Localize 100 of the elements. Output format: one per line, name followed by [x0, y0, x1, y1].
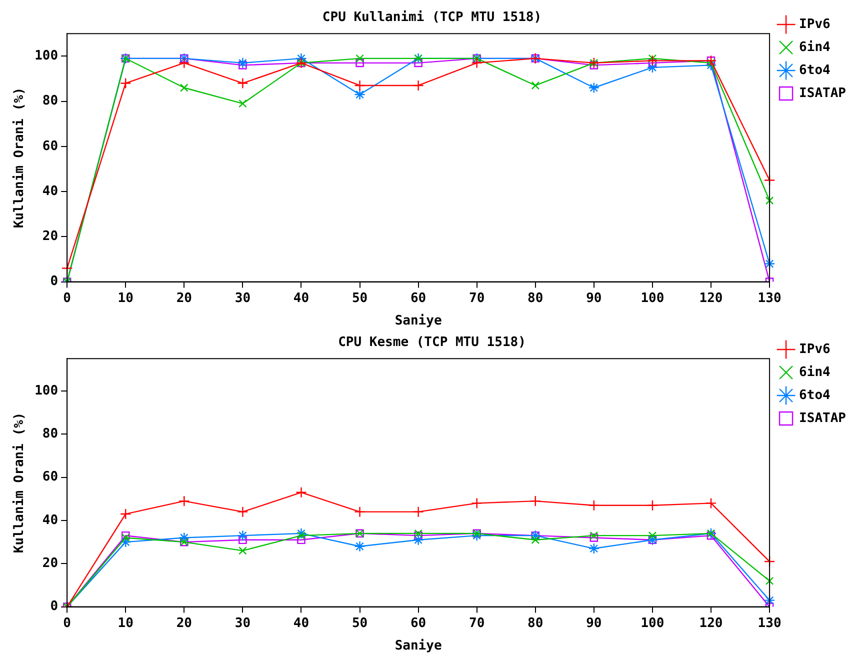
point: [178, 495, 190, 507]
point: [356, 54, 364, 63]
point: [237, 57, 248, 69]
point: [648, 531, 657, 540]
x-tick-label: 120: [699, 616, 723, 631]
x-axis-title: Saniye: [394, 314, 442, 329]
point: [356, 58, 364, 68]
x-tick-label: 10: [118, 616, 134, 631]
legend-label: IPv6: [799, 16, 831, 32]
point: [530, 495, 541, 507]
x-tick-label: 90: [586, 290, 602, 306]
x-tick-label: 30: [234, 290, 251, 306]
x-tick-label: 100: [640, 290, 664, 306]
y-tick-label: 40: [42, 184, 58, 199]
point: [238, 99, 247, 108]
y-tick-label: 80: [42, 94, 58, 109]
point: [588, 542, 600, 554]
x-tick-label: 130: [758, 616, 782, 631]
point: [237, 506, 248, 518]
point: [121, 531, 130, 540]
y-tick-label: 20: [42, 229, 58, 244]
y-tick-label: 60: [42, 470, 58, 485]
point: [237, 78, 248, 89]
x-tick-label: 80: [528, 290, 544, 306]
legend-label: IPv6: [799, 342, 831, 357]
legend-label: 6in4: [799, 364, 831, 380]
point: [646, 55, 658, 66]
y-tick-label: 20: [42, 556, 58, 572]
point: [354, 506, 366, 518]
point: [705, 498, 717, 509]
point: [590, 531, 598, 540]
point: [706, 58, 716, 68]
point: [648, 54, 657, 63]
chart-title: CPU Kullanimi (TCP MTU 1518): [322, 10, 542, 26]
x-tick-label: 70: [469, 616, 485, 631]
point: [646, 500, 658, 511]
x-tick-label: 10: [118, 290, 134, 306]
point: [354, 88, 366, 100]
x-tick-label: 50: [352, 616, 368, 631]
x-tick-label: 60: [410, 616, 426, 631]
point: [238, 546, 247, 555]
point: [412, 534, 424, 546]
point: [765, 196, 774, 205]
point: [121, 534, 130, 542]
point: [765, 576, 774, 586]
point: [120, 508, 132, 520]
point: [237, 530, 248, 542]
point: [764, 258, 776, 270]
x-tick-label: 0: [63, 616, 72, 631]
point: [764, 594, 776, 606]
y-tick-label: 100: [34, 48, 58, 64]
x-tick-label: 130: [758, 290, 782, 306]
point: [531, 536, 540, 544]
x-tick-label: 20: [176, 616, 192, 631]
y-axis-title: Kullanim Orani (%): [12, 412, 28, 554]
x-tick-label: 120: [699, 290, 723, 306]
x-axis-title: Saniye: [394, 638, 442, 654]
point: [414, 58, 422, 68]
x-tick-label: 60: [410, 290, 426, 306]
point: [646, 62, 658, 74]
y-tick-label: 0: [50, 274, 58, 290]
point: [705, 60, 717, 71]
legend-label: ISATAP: [799, 410, 846, 426]
point: [238, 61, 247, 70]
point: [178, 57, 190, 69]
x-tick-label: 90: [586, 616, 602, 631]
x-tick-label: 100: [640, 616, 664, 631]
x-tick-label: 50: [352, 290, 368, 306]
point: [471, 498, 482, 509]
point: [297, 531, 306, 540]
y-tick-label: 80: [42, 426, 58, 442]
point: [588, 82, 600, 94]
x-tick-label: 40: [293, 290, 310, 306]
y-tick-label: 100: [34, 383, 58, 398]
point: [471, 530, 482, 542]
y-tick-label: 60: [42, 138, 58, 154]
point: [354, 80, 366, 92]
chart-title: CPU Kesme (TCP MTU 1518): [338, 335, 526, 350]
point: [180, 84, 188, 92]
point: [531, 81, 540, 90]
y-axis-title: Kullanim Orani (%): [12, 87, 28, 228]
point: [296, 528, 307, 540]
y-tick-label: 0: [50, 599, 58, 614]
x-tick-label: 0: [63, 290, 72, 306]
point: [178, 532, 190, 544]
point: [238, 536, 247, 544]
point: [354, 540, 366, 552]
point: [296, 486, 307, 498]
x-tick-label: 80: [528, 616, 544, 631]
point: [120, 78, 132, 89]
legend-label: 6in4: [799, 40, 831, 55]
x-tick-label: 20: [176, 290, 192, 306]
x-tick-label: 40: [293, 616, 310, 631]
legend-label: ISATAP: [799, 86, 846, 101]
point: [590, 61, 598, 70]
legend-label: 6to4: [799, 62, 831, 78]
x-tick-label: 70: [469, 290, 485, 306]
point: [588, 500, 600, 511]
point: [412, 80, 424, 92]
y-tick-label: 40: [42, 512, 58, 528]
